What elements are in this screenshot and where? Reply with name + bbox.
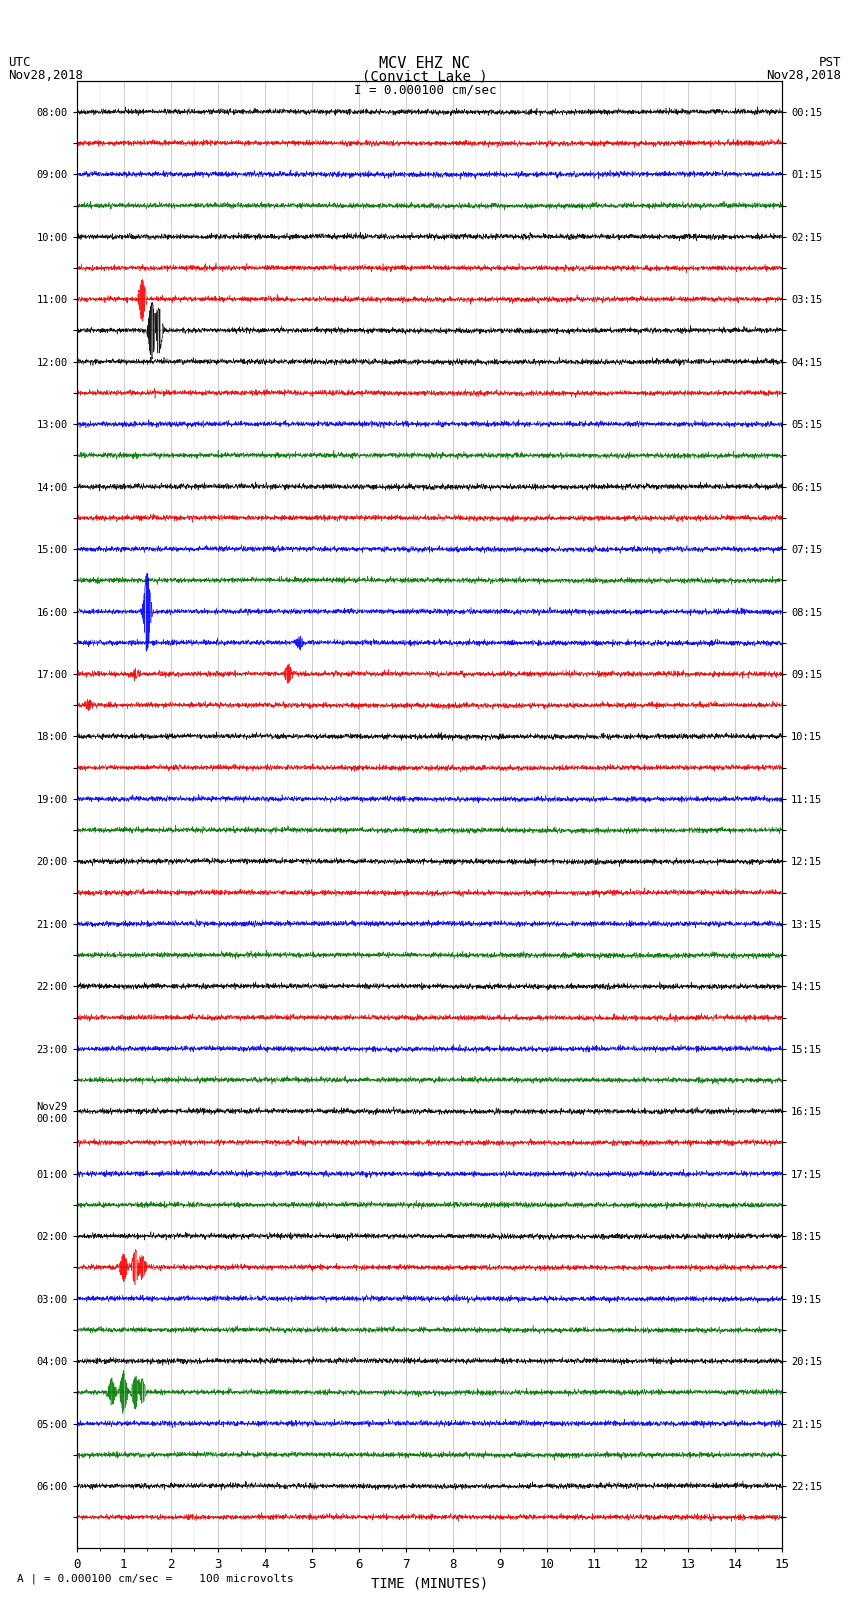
- Text: (Convict Lake ): (Convict Lake ): [362, 69, 488, 84]
- Text: PST: PST: [819, 56, 842, 69]
- Text: UTC: UTC: [8, 56, 31, 69]
- Text: A | = 0.000100 cm/sec =    100 microvolts: A | = 0.000100 cm/sec = 100 microvolts: [17, 1573, 294, 1584]
- X-axis label: TIME (MINUTES): TIME (MINUTES): [371, 1576, 488, 1590]
- Text: Nov28,2018: Nov28,2018: [8, 69, 83, 82]
- Text: Nov28,2018: Nov28,2018: [767, 69, 842, 82]
- Text: MCV EHZ NC: MCV EHZ NC: [379, 56, 471, 71]
- Text: I = 0.000100 cm/sec: I = 0.000100 cm/sec: [354, 84, 496, 97]
